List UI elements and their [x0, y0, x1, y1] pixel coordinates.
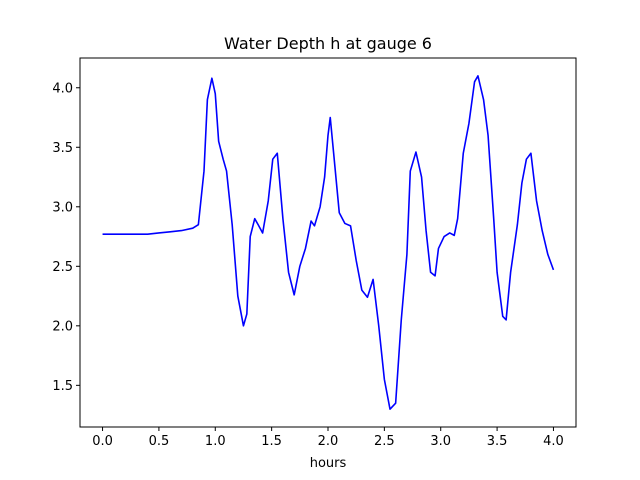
x-tick-label: 1.0 [205, 434, 226, 449]
x-tick-label: 3.5 [487, 434, 508, 449]
y-tick-label: 1.5 [52, 379, 73, 394]
x-axis-label: hours [310, 456, 347, 471]
y-tick-label: 4.0 [52, 81, 73, 96]
x-tick-label: 1.5 [261, 434, 282, 449]
plot-area [102, 75, 555, 410]
x-tick-label: 4.0 [543, 434, 564, 449]
y-axis-ticks: 1.5 2.0 2.5 3.0 3.5 4.0 [52, 81, 80, 394]
chart-title: Water Depth h at gauge 6 [224, 34, 432, 53]
x-tick-label: 2.5 [374, 434, 395, 449]
series-line-0 [102, 75, 555, 410]
y-tick-label: 2.5 [52, 260, 73, 275]
y-tick-label: 2.0 [52, 319, 73, 334]
y-tick-label: 3.0 [52, 200, 73, 215]
y-tick-label: 3.5 [52, 141, 73, 156]
x-tick-label: 2.0 [318, 434, 339, 449]
x-tick-label: 3.0 [430, 434, 451, 449]
x-axis-ticks: 0.0 0.5 1.0 1.5 2.0 2.5 3.0 3.5 4.0 [92, 427, 564, 449]
x-tick-label: 0.5 [149, 434, 170, 449]
x-tick-label: 0.0 [92, 434, 113, 449]
